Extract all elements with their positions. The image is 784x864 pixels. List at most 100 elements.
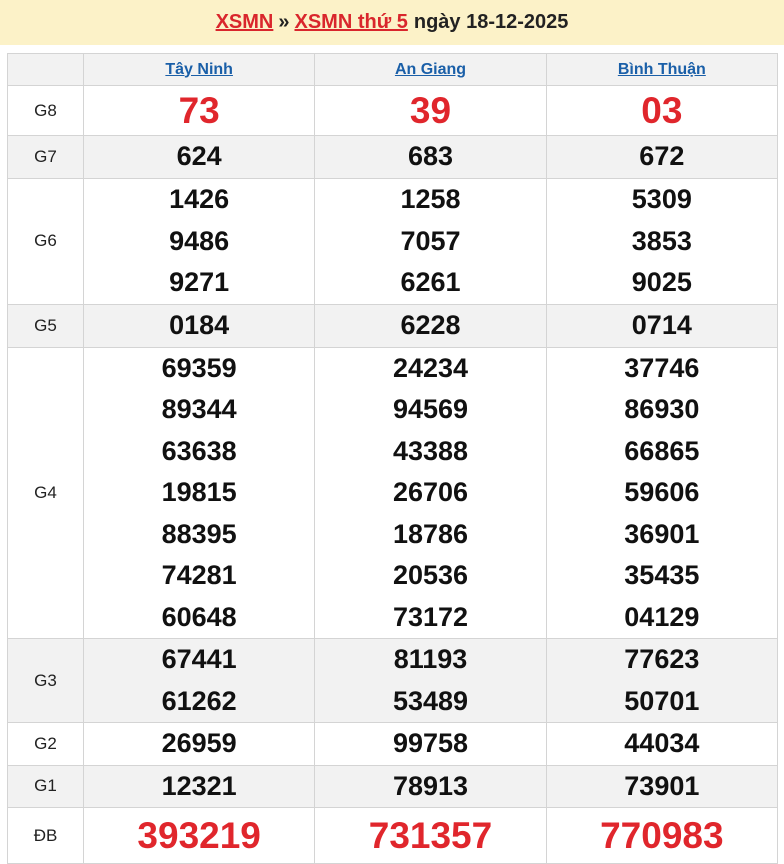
- result-cell: 73901: [545, 764, 779, 808]
- result-number: 89344: [161, 394, 237, 424]
- result-cell: 0714: [545, 303, 779, 348]
- result-cell: 0184: [82, 303, 316, 348]
- prize-label: G6: [7, 178, 84, 305]
- result-number: 20536: [392, 560, 469, 590]
- result-number: 9025: [631, 267, 692, 297]
- result-number: 03: [641, 89, 683, 131]
- prize-row-g5: G5 0184 6228 0714: [7, 303, 779, 348]
- prize-label: G5: [7, 303, 84, 348]
- result-number: 6261: [400, 267, 461, 297]
- result-cell: 683: [314, 135, 547, 179]
- prize-row-g4: G4 69359 89344 63638 19815 88395 74281 60648 242…: [7, 346, 779, 639]
- result-number: 94569: [392, 394, 469, 424]
- result-cell: 6228: [314, 303, 547, 348]
- result-number: 12321: [161, 770, 237, 801]
- result-number: 50701: [624, 685, 700, 716]
- result-number: 9271: [169, 267, 230, 297]
- result-cell: 69359 89344 63638 19815 88395 74281 60648: [82, 346, 316, 639]
- result-number: 672: [639, 141, 685, 172]
- result-number: 26706: [392, 477, 469, 507]
- result-number: 78913: [392, 770, 469, 801]
- result-cell: 1426 9486 9271: [82, 178, 316, 305]
- result-number: 0184: [169, 309, 230, 340]
- result-cell: 624: [82, 135, 316, 179]
- result-number: 73: [178, 89, 220, 131]
- result-cell: 12321: [82, 764, 316, 808]
- prize-row-g2: G2 26959 99758 44034: [7, 722, 779, 766]
- result-number: 7057: [400, 225, 461, 256]
- prize-row-g3: G3 67441 61262 81193 53489 77623 50701: [7, 638, 779, 723]
- result-cell: 5309 3853 9025: [545, 178, 779, 305]
- prize-label: G2: [7, 722, 84, 766]
- result-number: 18786: [392, 518, 469, 549]
- result-number: 731357: [368, 814, 493, 856]
- result-number: 74281: [161, 560, 237, 590]
- xsmn-thu5-link[interactable]: XSMN thứ 5: [294, 11, 408, 33]
- prize-row-g8: G8 73 39 03: [7, 85, 779, 136]
- result-number: 53489: [392, 685, 469, 716]
- draw-date: ngày 18-12-2025: [413, 11, 569, 33]
- result-number: 624: [176, 141, 222, 172]
- prize-label: ĐB: [7, 807, 84, 864]
- result-number: 60648: [161, 601, 237, 632]
- result-number: 39: [409, 89, 452, 131]
- result-cell: 37746 86930 66865 59606 36901 35435 04129: [545, 346, 779, 639]
- result-number: 19815: [161, 477, 237, 507]
- result-number: 99758: [392, 728, 469, 758]
- result-cell: 44034: [545, 722, 779, 766]
- result-number: 5309: [631, 184, 692, 214]
- result-number: 04129: [624, 601, 700, 632]
- prize-label: G1: [7, 764, 84, 808]
- result-number: 88395: [161, 518, 237, 549]
- result-number: 36901: [624, 518, 700, 549]
- result-cell: 77623 50701: [545, 638, 779, 723]
- result-cell: 03: [545, 85, 779, 136]
- province-link-tay-ninh[interactable]: Tây Ninh: [165, 60, 233, 78]
- results-table: Tây Ninh An Giang Bình Thuận G8 73 39 03 G7 6…: [7, 53, 779, 864]
- result-cell: 672: [545, 135, 779, 179]
- result-number: 73172: [392, 601, 469, 632]
- result-cell: 99758: [314, 722, 547, 766]
- result-number: 81193: [393, 644, 468, 674]
- prize-row-g1: G1 12321 78913 73901: [7, 764, 779, 808]
- result-cell: 393219: [82, 807, 316, 864]
- result-number: 44034: [624, 728, 700, 758]
- result-number: 59606: [624, 477, 700, 507]
- result-cell: 67441 61262: [82, 638, 316, 723]
- result-cell: 26959: [82, 722, 316, 766]
- province-link-an-giang[interactable]: An Giang: [394, 60, 467, 78]
- xsmn-link[interactable]: XSMN: [215, 11, 274, 33]
- result-number: 69359: [161, 352, 237, 383]
- result-number: 770983: [600, 814, 724, 856]
- breadcrumb: XSMN » XSMN thứ 5 ngày 18-12-2025: [0, 0, 784, 45]
- result-number: 67441: [161, 644, 237, 674]
- prize-row-g7: G7 624 683 672: [7, 135, 779, 179]
- result-cell: 81193 53489: [314, 638, 547, 723]
- result-number: 35435: [624, 560, 700, 590]
- province-header-row: Tây Ninh An Giang Bình Thuận: [7, 53, 779, 86]
- result-number: 3853: [631, 225, 692, 256]
- result-number: 77623: [624, 644, 700, 674]
- result-number: 0714: [631, 309, 692, 340]
- result-number: 43388: [392, 435, 469, 466]
- prize-label: G7: [7, 135, 84, 179]
- prize-row-g6: G6 1426 9486 9271 1258 7057 6261 5309 3853 9025: [7, 178, 779, 305]
- result-number: 9486: [169, 225, 230, 256]
- result-cell: 731357: [314, 807, 547, 864]
- result-number: 393219: [137, 814, 261, 856]
- result-number: 86930: [624, 394, 700, 424]
- result-number: 66865: [624, 435, 700, 466]
- corner-cell: [7, 53, 84, 86]
- breadcrumb-separator: »: [278, 11, 290, 33]
- result-cell: 770983: [545, 807, 779, 864]
- result-number: 61262: [161, 685, 237, 716]
- result-cell: 73: [82, 85, 316, 136]
- province-link-binh-thuan[interactable]: Bình Thuận: [617, 60, 706, 78]
- result-number: 24234: [392, 352, 469, 383]
- result-cell: 39: [314, 85, 547, 136]
- prize-label: G4: [7, 346, 84, 639]
- result-number: 6228: [400, 309, 461, 340]
- result-number: 63638: [161, 435, 237, 466]
- prize-label: G8: [7, 85, 84, 136]
- result-number: 1426: [169, 184, 230, 214]
